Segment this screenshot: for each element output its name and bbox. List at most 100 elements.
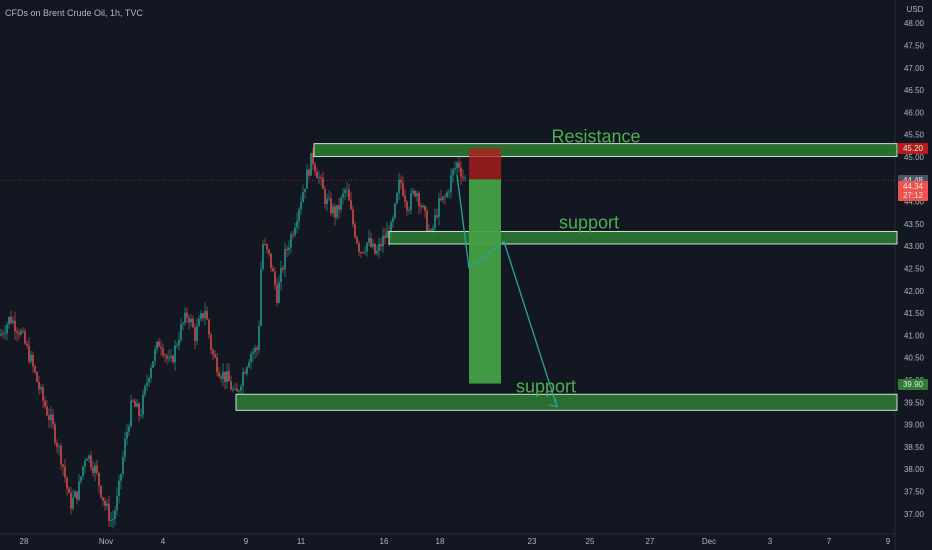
y-tick-label: 37.50 xyxy=(904,488,925,497)
candle-body xyxy=(426,210,428,232)
candle-body xyxy=(344,189,346,194)
candle-body xyxy=(216,357,218,373)
candle-body xyxy=(98,472,100,486)
candle-body xyxy=(114,510,116,519)
support-label: support xyxy=(558,212,620,233)
candle-body xyxy=(362,252,364,253)
candle-body xyxy=(270,253,272,269)
zone-resistance xyxy=(313,143,898,158)
y-tick-label: 39.50 xyxy=(904,398,925,407)
x-tick-label: 28 xyxy=(20,537,29,546)
candle-body xyxy=(464,177,466,179)
candle-body xyxy=(396,193,398,204)
candle-body xyxy=(192,318,194,328)
candle-body xyxy=(254,347,256,353)
candle-body xyxy=(320,177,322,178)
candle-body xyxy=(120,473,122,481)
candle-body xyxy=(358,243,360,253)
candle-body xyxy=(310,152,312,176)
candle-body xyxy=(100,485,102,498)
x-tick-label: 9 xyxy=(244,537,249,546)
price-scale-label: 44.48 xyxy=(898,174,928,186)
candle-body xyxy=(246,367,248,374)
arrow-head xyxy=(548,398,558,408)
candle-body xyxy=(298,209,300,222)
candle-body xyxy=(44,400,46,407)
candle-body xyxy=(316,171,318,179)
candle-body xyxy=(80,476,82,482)
y-tick-label: 43.00 xyxy=(904,242,925,251)
candle-body xyxy=(26,343,28,346)
candle-body xyxy=(276,285,278,303)
candle-body xyxy=(250,354,252,363)
candle-body xyxy=(280,267,282,283)
y-tick-label: 44.00 xyxy=(904,198,925,207)
candle-body xyxy=(394,203,396,218)
candle-body xyxy=(6,324,8,334)
candle-body xyxy=(156,341,158,350)
x-tick-label: 27 xyxy=(646,537,655,546)
candle-body xyxy=(124,438,126,457)
candle-body xyxy=(184,312,186,323)
candle-body xyxy=(14,320,16,332)
candle-body xyxy=(286,248,288,251)
candle-body xyxy=(208,319,210,335)
y-tick-label: 46.50 xyxy=(904,86,925,95)
candle-body xyxy=(380,243,382,247)
candle-body xyxy=(356,237,358,244)
candle-body xyxy=(440,198,442,200)
candle-body xyxy=(54,424,56,443)
candle-body xyxy=(50,414,52,421)
candle-body xyxy=(458,162,460,168)
projection-arrow-lead xyxy=(456,174,470,269)
candle-body xyxy=(148,378,150,383)
candle-body xyxy=(376,250,378,254)
x-tick-label: 9 xyxy=(886,537,891,546)
candle-body xyxy=(180,324,182,340)
candle-body xyxy=(304,188,306,193)
candle-body xyxy=(218,372,220,377)
price-scale-label: 27:12 xyxy=(898,189,928,201)
candle-body xyxy=(68,488,70,494)
candle-body xyxy=(92,467,94,473)
y-tick-label: 41.50 xyxy=(904,309,925,318)
candle-body xyxy=(378,243,380,251)
candle-body xyxy=(340,197,342,210)
candle-body xyxy=(318,177,320,179)
candle-body xyxy=(346,189,348,191)
candle-body xyxy=(198,319,200,327)
candle-body xyxy=(460,167,462,177)
candle-body xyxy=(224,371,226,382)
candle-body xyxy=(176,345,178,346)
candle-body xyxy=(338,205,340,210)
candle-body xyxy=(434,215,436,229)
candle-body xyxy=(30,355,32,362)
candle-body xyxy=(140,414,142,416)
candle-body xyxy=(10,316,12,324)
y-tick-label: 43.50 xyxy=(904,220,925,229)
candle-body xyxy=(112,518,114,521)
candle-body xyxy=(38,381,40,390)
candle-body xyxy=(348,189,350,201)
candle-body xyxy=(126,431,128,439)
chart-title: CFDs on Brent Crude Oil, 1h, TVC xyxy=(5,8,143,18)
candle-body xyxy=(306,169,308,189)
candle-body xyxy=(2,333,4,335)
y-tick-label: 45.00 xyxy=(904,153,925,162)
candle-body xyxy=(172,356,174,363)
candle-body xyxy=(242,372,244,387)
candle-body xyxy=(232,389,234,390)
x-tick-label: 11 xyxy=(297,537,306,546)
candle-body xyxy=(190,318,192,323)
candle-body xyxy=(438,198,440,217)
candle-body xyxy=(228,371,230,382)
candle-body xyxy=(400,180,402,184)
candle-body xyxy=(90,455,92,468)
candle-body xyxy=(404,195,406,202)
candle-body xyxy=(374,243,376,254)
y-tick-label: 47.50 xyxy=(904,42,925,51)
candle-body xyxy=(204,311,206,318)
x-tick-label: 3 xyxy=(768,537,773,546)
